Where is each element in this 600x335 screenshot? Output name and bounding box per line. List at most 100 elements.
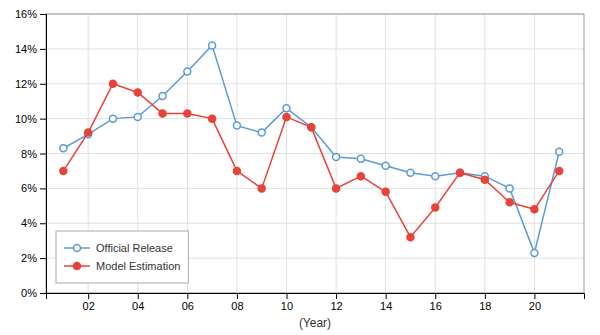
x-tick-mark xyxy=(485,293,486,299)
y-tick: 2% xyxy=(21,252,46,264)
point xyxy=(506,185,513,192)
x-tick: 20 xyxy=(529,293,541,312)
point xyxy=(85,129,92,136)
y-tick-label: 14% xyxy=(15,43,37,55)
y-tick-label: 12% xyxy=(15,78,37,90)
y-axis: 0% 2% 4% 6% 8% 10% 12% 14% 16% xyxy=(15,8,47,299)
y-tick-label: 6% xyxy=(21,182,37,194)
legend: Official Release Model Estimation xyxy=(56,231,188,283)
x-tick: 16 xyxy=(430,293,442,312)
point xyxy=(432,173,439,180)
legend-box xyxy=(56,231,188,283)
x-tick: 12 xyxy=(330,293,342,312)
point xyxy=(308,124,315,131)
y-tick: 6% xyxy=(21,182,46,194)
y-tick-mark xyxy=(40,119,46,120)
y-tick: 4% xyxy=(21,217,46,229)
point xyxy=(134,89,141,96)
point xyxy=(407,169,414,176)
y-tick-mark xyxy=(40,84,46,85)
point xyxy=(531,206,538,213)
series xyxy=(60,42,563,257)
y-tick-mark xyxy=(40,49,46,50)
x-tick-mark xyxy=(237,293,238,299)
x-tick: 06 xyxy=(182,293,194,312)
point xyxy=(233,167,240,174)
legend-item: Official Release xyxy=(64,242,173,254)
point xyxy=(333,185,340,192)
point xyxy=(457,169,464,176)
x-tick-label: 02 xyxy=(83,300,95,312)
point xyxy=(382,162,389,169)
x-tick-mark xyxy=(88,293,89,299)
point xyxy=(556,148,563,155)
x-tick: 10 xyxy=(281,293,293,312)
legend-label: Official Release xyxy=(96,242,173,254)
grid-line xyxy=(46,83,584,84)
x-tick-label: 16 xyxy=(430,300,442,312)
point xyxy=(109,115,116,122)
y-tick-mark xyxy=(40,188,46,189)
point xyxy=(333,153,340,160)
x-tick-label: 04 xyxy=(132,300,144,312)
x-axis-line xyxy=(47,294,585,300)
x-tick-label: 20 xyxy=(529,300,541,312)
grid-line xyxy=(46,48,584,49)
y-tick: 14% xyxy=(15,43,46,55)
y-tick-mark xyxy=(40,14,46,15)
grid-line xyxy=(46,153,584,154)
point xyxy=(258,185,265,192)
x-tick: 08 xyxy=(231,293,243,312)
point xyxy=(308,124,315,131)
y-tick-mark xyxy=(40,258,46,259)
grid xyxy=(46,14,584,293)
x-tick-mark xyxy=(435,293,436,299)
grid-line xyxy=(46,188,584,189)
point xyxy=(159,110,166,117)
point xyxy=(556,167,563,174)
point xyxy=(184,110,191,117)
point xyxy=(531,249,538,256)
point xyxy=(457,169,464,176)
legend-swatch-marker xyxy=(74,263,81,270)
x-tick-label: 18 xyxy=(479,300,491,312)
y-tick-mark xyxy=(40,154,46,155)
point xyxy=(209,115,216,122)
point xyxy=(209,42,216,49)
point xyxy=(357,155,364,162)
point xyxy=(60,145,67,152)
y-tick-mark xyxy=(40,293,46,294)
y-tick: 10% xyxy=(15,113,46,125)
point xyxy=(134,113,141,120)
x-tick: 18 xyxy=(479,293,491,312)
x-tick-label: 14 xyxy=(380,300,392,312)
plot: 02 04 06 08 10 12 14 16 18 20 0% 2% 4% 6% 8% 10% 12% 14% 1… xyxy=(15,8,585,312)
y-tick: 0% xyxy=(21,287,46,299)
y-tick-label: 8% xyxy=(21,148,37,160)
x-tick-mark xyxy=(336,293,337,299)
x-tick-label: 10 xyxy=(281,300,293,312)
y-tick: 8% xyxy=(21,148,46,160)
y-tick-label: 4% xyxy=(21,217,37,229)
x-axis-title: (Year) xyxy=(299,316,331,330)
x-tick-mark xyxy=(386,293,387,299)
plot-frame xyxy=(46,14,584,293)
point xyxy=(109,80,116,87)
y-tick-mark xyxy=(40,223,46,224)
x-tick-label: 12 xyxy=(330,300,342,312)
x-tick-mark xyxy=(138,293,139,299)
point xyxy=(283,113,290,120)
y-tick-label: 2% xyxy=(21,252,37,264)
y-axis-line xyxy=(40,15,47,294)
x-tick: 14 xyxy=(380,293,392,312)
series-line xyxy=(63,45,559,253)
x-tick-mark xyxy=(534,293,535,299)
point xyxy=(357,173,364,180)
point xyxy=(382,188,389,195)
point xyxy=(481,176,488,183)
x-tick-mark xyxy=(187,293,188,299)
x-axis: 02 04 06 08 10 12 14 16 18 20 xyxy=(47,293,585,312)
y-tick-label: 16% xyxy=(15,8,37,20)
legend-item: Model Estimation xyxy=(64,260,180,272)
point xyxy=(60,167,67,174)
